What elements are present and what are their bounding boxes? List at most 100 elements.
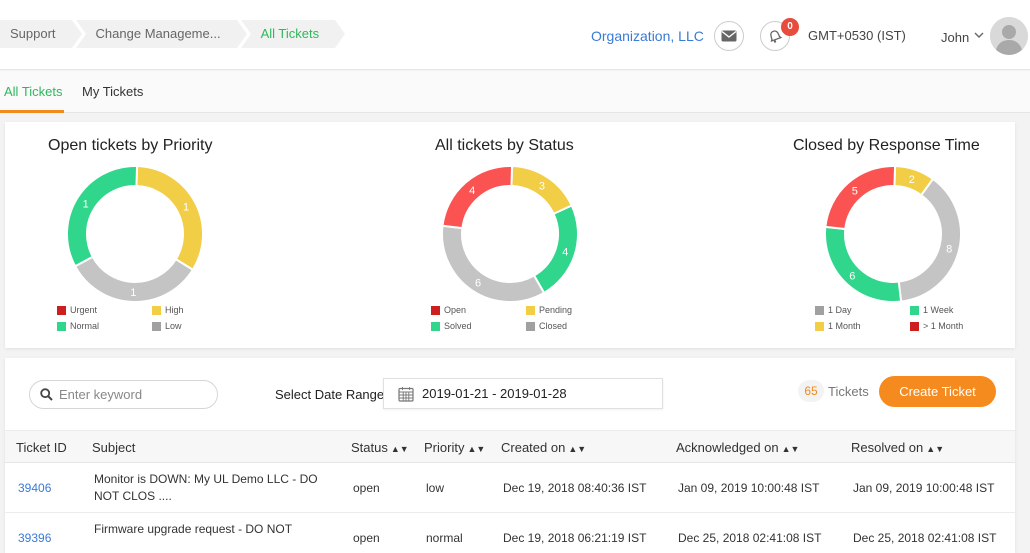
legend-swatch <box>152 321 161 331</box>
tab-all-tickets[interactable]: All Tickets <box>4 84 63 99</box>
slice-value-label: 4 <box>469 185 475 197</box>
slice-value-label: 4 <box>562 247 568 259</box>
date-range-value: 2019-01-21 - 2019-01-28 <box>422 386 567 401</box>
column-header-status[interactable]: Status ▲▼ <box>351 440 409 455</box>
ticket-subject[interactable]: Monitor is DOWN: My UL Demo LLC - DO NOT… <box>94 472 318 503</box>
sort-icon[interactable]: ▲▼ <box>781 444 800 454</box>
organization-link[interactable]: Organization, LLC <box>591 28 704 44</box>
sort-icon[interactable]: ▲▼ <box>467 444 486 454</box>
response-time-donut-chart: 2 8 6 5 <box>824 165 962 303</box>
table-row[interactable]: 39396 Firmware upgrade request - DO NOT … <box>5 514 1015 553</box>
legend-label: 1 Week <box>923 305 954 315</box>
search-box[interactable] <box>29 380 218 409</box>
legend-label: Pending <box>539 305 573 315</box>
ticket-count-badge: 65 <box>798 380 824 402</box>
sort-icon[interactable]: ▲▼ <box>568 444 587 454</box>
legend-item[interactable]: Closed <box>526 321 567 331</box>
legend-item[interactable]: Open <box>431 305 466 315</box>
legend-label: Low <box>165 321 182 331</box>
legend-label: Solved <box>444 321 472 331</box>
donut-slice-closed[interactable] <box>441 224 546 303</box>
legend-item[interactable]: High <box>152 305 184 315</box>
column-header-priority[interactable]: Priority ▲▼ <box>424 440 485 455</box>
ticket-priority: low <box>426 481 445 495</box>
legend-label: High <box>165 305 184 315</box>
breadcrumb-item-change-management[interactable]: Change Manageme... <box>75 20 247 48</box>
create-ticket-button[interactable]: Create Ticket <box>879 376 996 407</box>
column-header-label: Priority <box>424 440 465 455</box>
legend-swatch <box>910 321 919 331</box>
envelope-icon <box>721 30 737 42</box>
chart-title-response-time: Closed by Response Time <box>793 137 980 154</box>
user-menu-name[interactable]: John <box>941 30 970 45</box>
tickets-panel: Select Date Range 2019-01-21 - 2019-01-2… <box>5 358 1015 553</box>
legend-item[interactable]: Low <box>152 321 182 331</box>
notifications-button[interactable] <box>760 21 790 51</box>
legend-label: Normal <box>70 321 100 331</box>
legend-swatch <box>57 305 66 315</box>
legend-label: 1 Month <box>828 321 861 331</box>
column-header-subject: Subject <box>92 440 135 455</box>
legend-item[interactable]: Normal <box>57 321 99 331</box>
legend-swatch <box>815 305 824 315</box>
donut-slice-normal[interactable] <box>66 165 139 268</box>
donut-slice-1-month[interactable] <box>824 165 897 231</box>
legend-item[interactable]: Pending <box>526 305 572 315</box>
column-header-label: Status <box>351 440 388 455</box>
sort-icon[interactable]: ▲▼ <box>390 444 409 454</box>
legend-label: Urgent <box>70 305 98 315</box>
column-header-resolved-on[interactable]: Resolved on ▲▼ <box>851 440 944 455</box>
ticket-acknowledged-on: Dec 25, 2018 02:41:08 IST <box>678 531 822 545</box>
legend-item[interactable]: > 1 Month <box>910 321 963 331</box>
donut-slice-1-week[interactable] <box>824 225 903 303</box>
legend-swatch <box>910 305 919 315</box>
avatar[interactable] <box>990 17 1028 55</box>
calendar-icon <box>398 386 414 402</box>
ticket-id-link[interactable]: 39396 <box>18 531 52 545</box>
search-input[interactable] <box>59 387 209 402</box>
legend-label: > 1 Month <box>923 321 964 331</box>
column-header-acknowledged-on[interactable]: Acknowledged on ▲▼ <box>676 440 799 455</box>
donut-slice-open[interactable] <box>441 165 514 230</box>
legend-item[interactable]: Urgent <box>57 305 97 315</box>
legend-swatch <box>431 321 440 331</box>
tab-my-tickets[interactable]: My Tickets <box>82 84 144 99</box>
donut-slice-1-day[interactable] <box>897 177 962 303</box>
ticket-tabs: All Tickets My Tickets <box>0 71 1030 113</box>
slice-value-label: 6 <box>849 270 855 282</box>
donut-slice-high[interactable] <box>135 165 204 272</box>
legend-item[interactable]: 1 Month <box>815 321 861 331</box>
search-icon <box>40 388 53 401</box>
legend-item[interactable]: 1 Week <box>910 305 953 315</box>
mail-button[interactable] <box>714 21 744 51</box>
ticket-status: open <box>353 481 380 495</box>
legend-swatch <box>526 321 535 331</box>
slice-value-label: 1 <box>183 202 189 214</box>
legend-swatch <box>152 305 161 315</box>
user-silhouette-icon <box>990 17 1028 55</box>
legend-label: Closed <box>539 321 568 331</box>
tickets-table-header: Ticket ID Subject Status ▲▼ Priority ▲▼ Cr… <box>5 430 1015 463</box>
ticket-id-link[interactable]: 39406 <box>18 481 52 495</box>
donut-slice-solved[interactable] <box>532 204 579 295</box>
date-range-label: Select Date Range <box>275 387 385 402</box>
legend-swatch <box>431 305 440 315</box>
breadcrumb-item-support[interactable]: Support <box>0 20 82 48</box>
legend-item[interactable]: Solved <box>431 321 472 331</box>
priority-donut-chart: 1 1 1 <box>66 165 204 303</box>
legend-item[interactable]: 1 Day <box>815 305 852 315</box>
chevron-down-icon[interactable] <box>974 31 984 39</box>
ticket-subject[interactable]: Firmware upgrade request - DO NOT <box>94 522 293 536</box>
ticket-created-on: Dec 19, 2018 06:21:19 IST <box>503 531 647 545</box>
slice-value-label: 3 <box>539 181 545 193</box>
column-header-ticket-id: Ticket ID <box>16 440 67 455</box>
ticket-resolved-on: Jan 09, 2019 10:00:48 IST <box>853 481 995 495</box>
column-header-created-on[interactable]: Created on ▲▼ <box>501 440 586 455</box>
slice-value-label: 8 <box>946 244 952 256</box>
legend-label: 1 Day <box>828 305 852 315</box>
sort-icon[interactable]: ▲▼ <box>926 444 945 454</box>
breadcrumb-item-all-tickets[interactable]: All Tickets <box>240 20 345 48</box>
slice-value-label: 1 <box>83 199 89 211</box>
date-range-picker[interactable]: 2019-01-21 - 2019-01-28 <box>383 378 663 409</box>
table-row[interactable]: 39406 Monitor is DOWN: My UL Demo LLC - … <box>5 463 1015 513</box>
